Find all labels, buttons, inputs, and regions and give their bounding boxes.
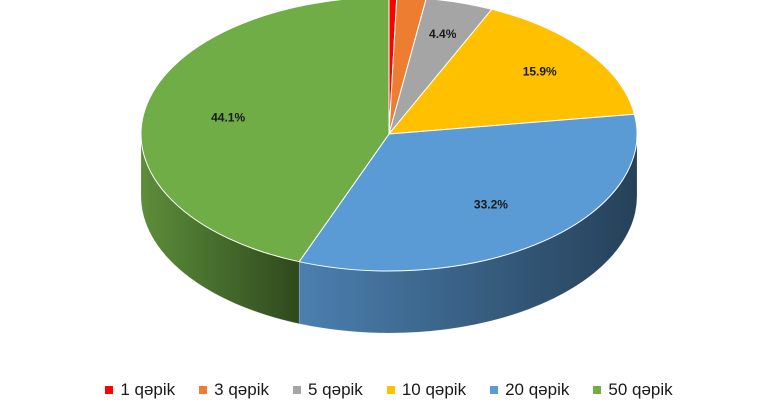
legend-item-1-q-pik: 1 qəpik [105, 380, 175, 400]
slice-50-q-pik [140, 0, 390, 263]
legend-label: 3 qəpik [214, 380, 269, 399]
slice-20-q-pik [298, 113, 638, 272]
legend-swatch [199, 386, 208, 394]
legend-swatch [490, 386, 499, 394]
data-label-20-q-pik: 33.2% [474, 198, 508, 212]
legend-label: 5 qəpik [307, 380, 363, 399]
legend-label: 50 qəpik [608, 380, 673, 399]
slice-10-q-pik [387, 8, 636, 135]
legend-swatch [386, 386, 395, 394]
legend-label: 10 qəpik [401, 380, 467, 399]
legend-item-50-q-pik: 50 qəpik [593, 380, 673, 400]
legend-label: 20 qəpik [505, 380, 570, 399]
legend-label: 1 qəpik [120, 380, 176, 399]
data-label-50-q-pik: 44.1% [211, 110, 245, 124]
data-labels: 0.5%1.9%4.4%15.9%33.2%44.1% [211, 27, 557, 212]
pie-slices [140, 0, 638, 272]
legend-item-5-q-pik: 5 qəpik [292, 380, 363, 400]
slice-1-q-pik [388, 0, 398, 135]
pie-chart: 0.5%1.9%4.4%15.9%33.2%44.1% [140, 0, 638, 334]
legend-swatch [593, 386, 602, 394]
legend: 1 qəpik 3 qəpik 5 qəpik 10 qəpik 20 qəpik 50 … [0, 380, 778, 400]
legend-item-20-q-pik: 20 qəpik [490, 380, 569, 400]
data-label-5-q-pik: 4.4% [429, 27, 457, 41]
data-label-10-q-pik: 15.9% [523, 64, 557, 78]
legend-item-10-q-pik: 10 qəpik [386, 380, 467, 400]
legend-swatch [292, 386, 301, 394]
legend-swatch [105, 386, 114, 394]
legend-item-3-q-pik: 3 qəpik [199, 380, 269, 400]
